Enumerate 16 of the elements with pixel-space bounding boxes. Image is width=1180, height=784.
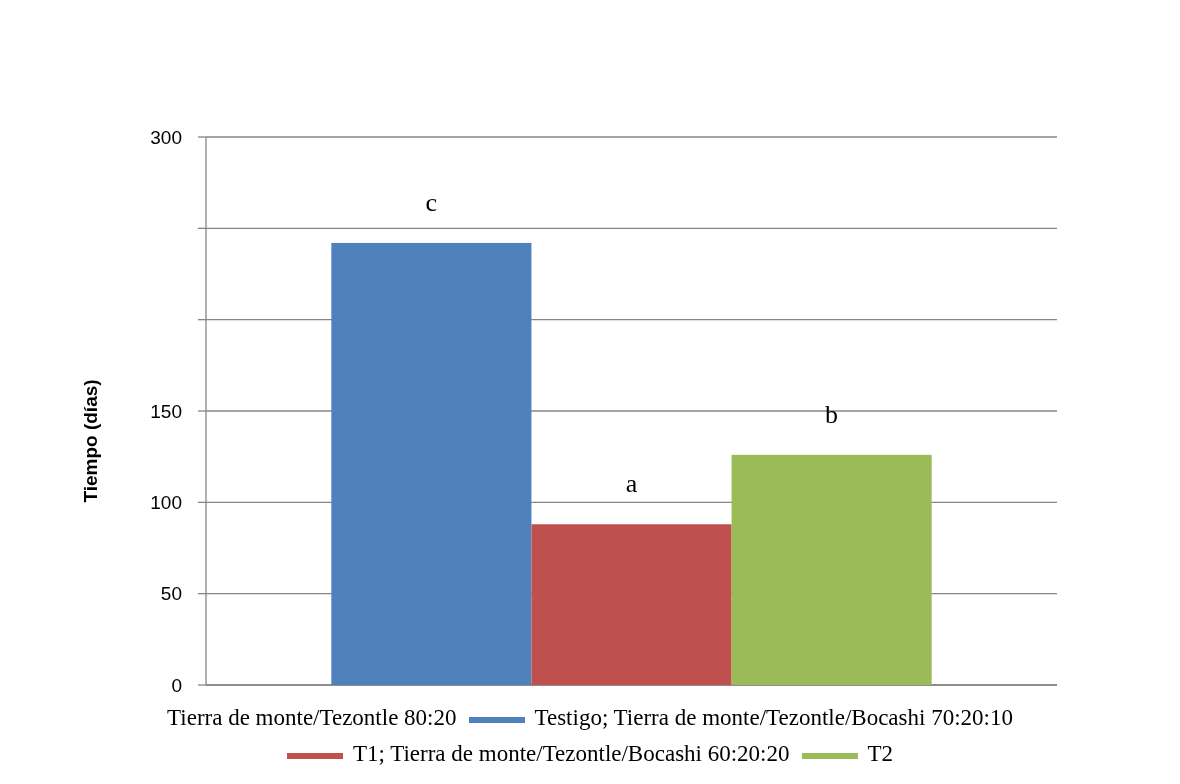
data-label: c [425,187,438,217]
y-axis-title: Tiempo (días) [80,379,101,503]
legend-label: T2 [867,741,894,766]
bar [331,242,532,685]
legend-label: Testigo; Tierra de monte/Tezontle/Bocashi 70:20:10 [534,705,1013,730]
y-tick-label: 150 [150,400,182,422]
legend-label: T1; Tierra de monte/Tezontle/Bocashi 60:20:20 [352,741,790,766]
bar [531,524,732,685]
text: Tierra de monte/Tezontle 80:20 [167,704,457,732]
data-label: b [825,399,839,429]
y-tick-label: 50 [160,583,182,605]
data-label: a [625,469,638,499]
y-tick-label: 0 [171,674,182,696]
bar [731,454,932,685]
y-tick-label: 300 [150,126,182,148]
y-tick-label: 100 [150,491,182,513]
